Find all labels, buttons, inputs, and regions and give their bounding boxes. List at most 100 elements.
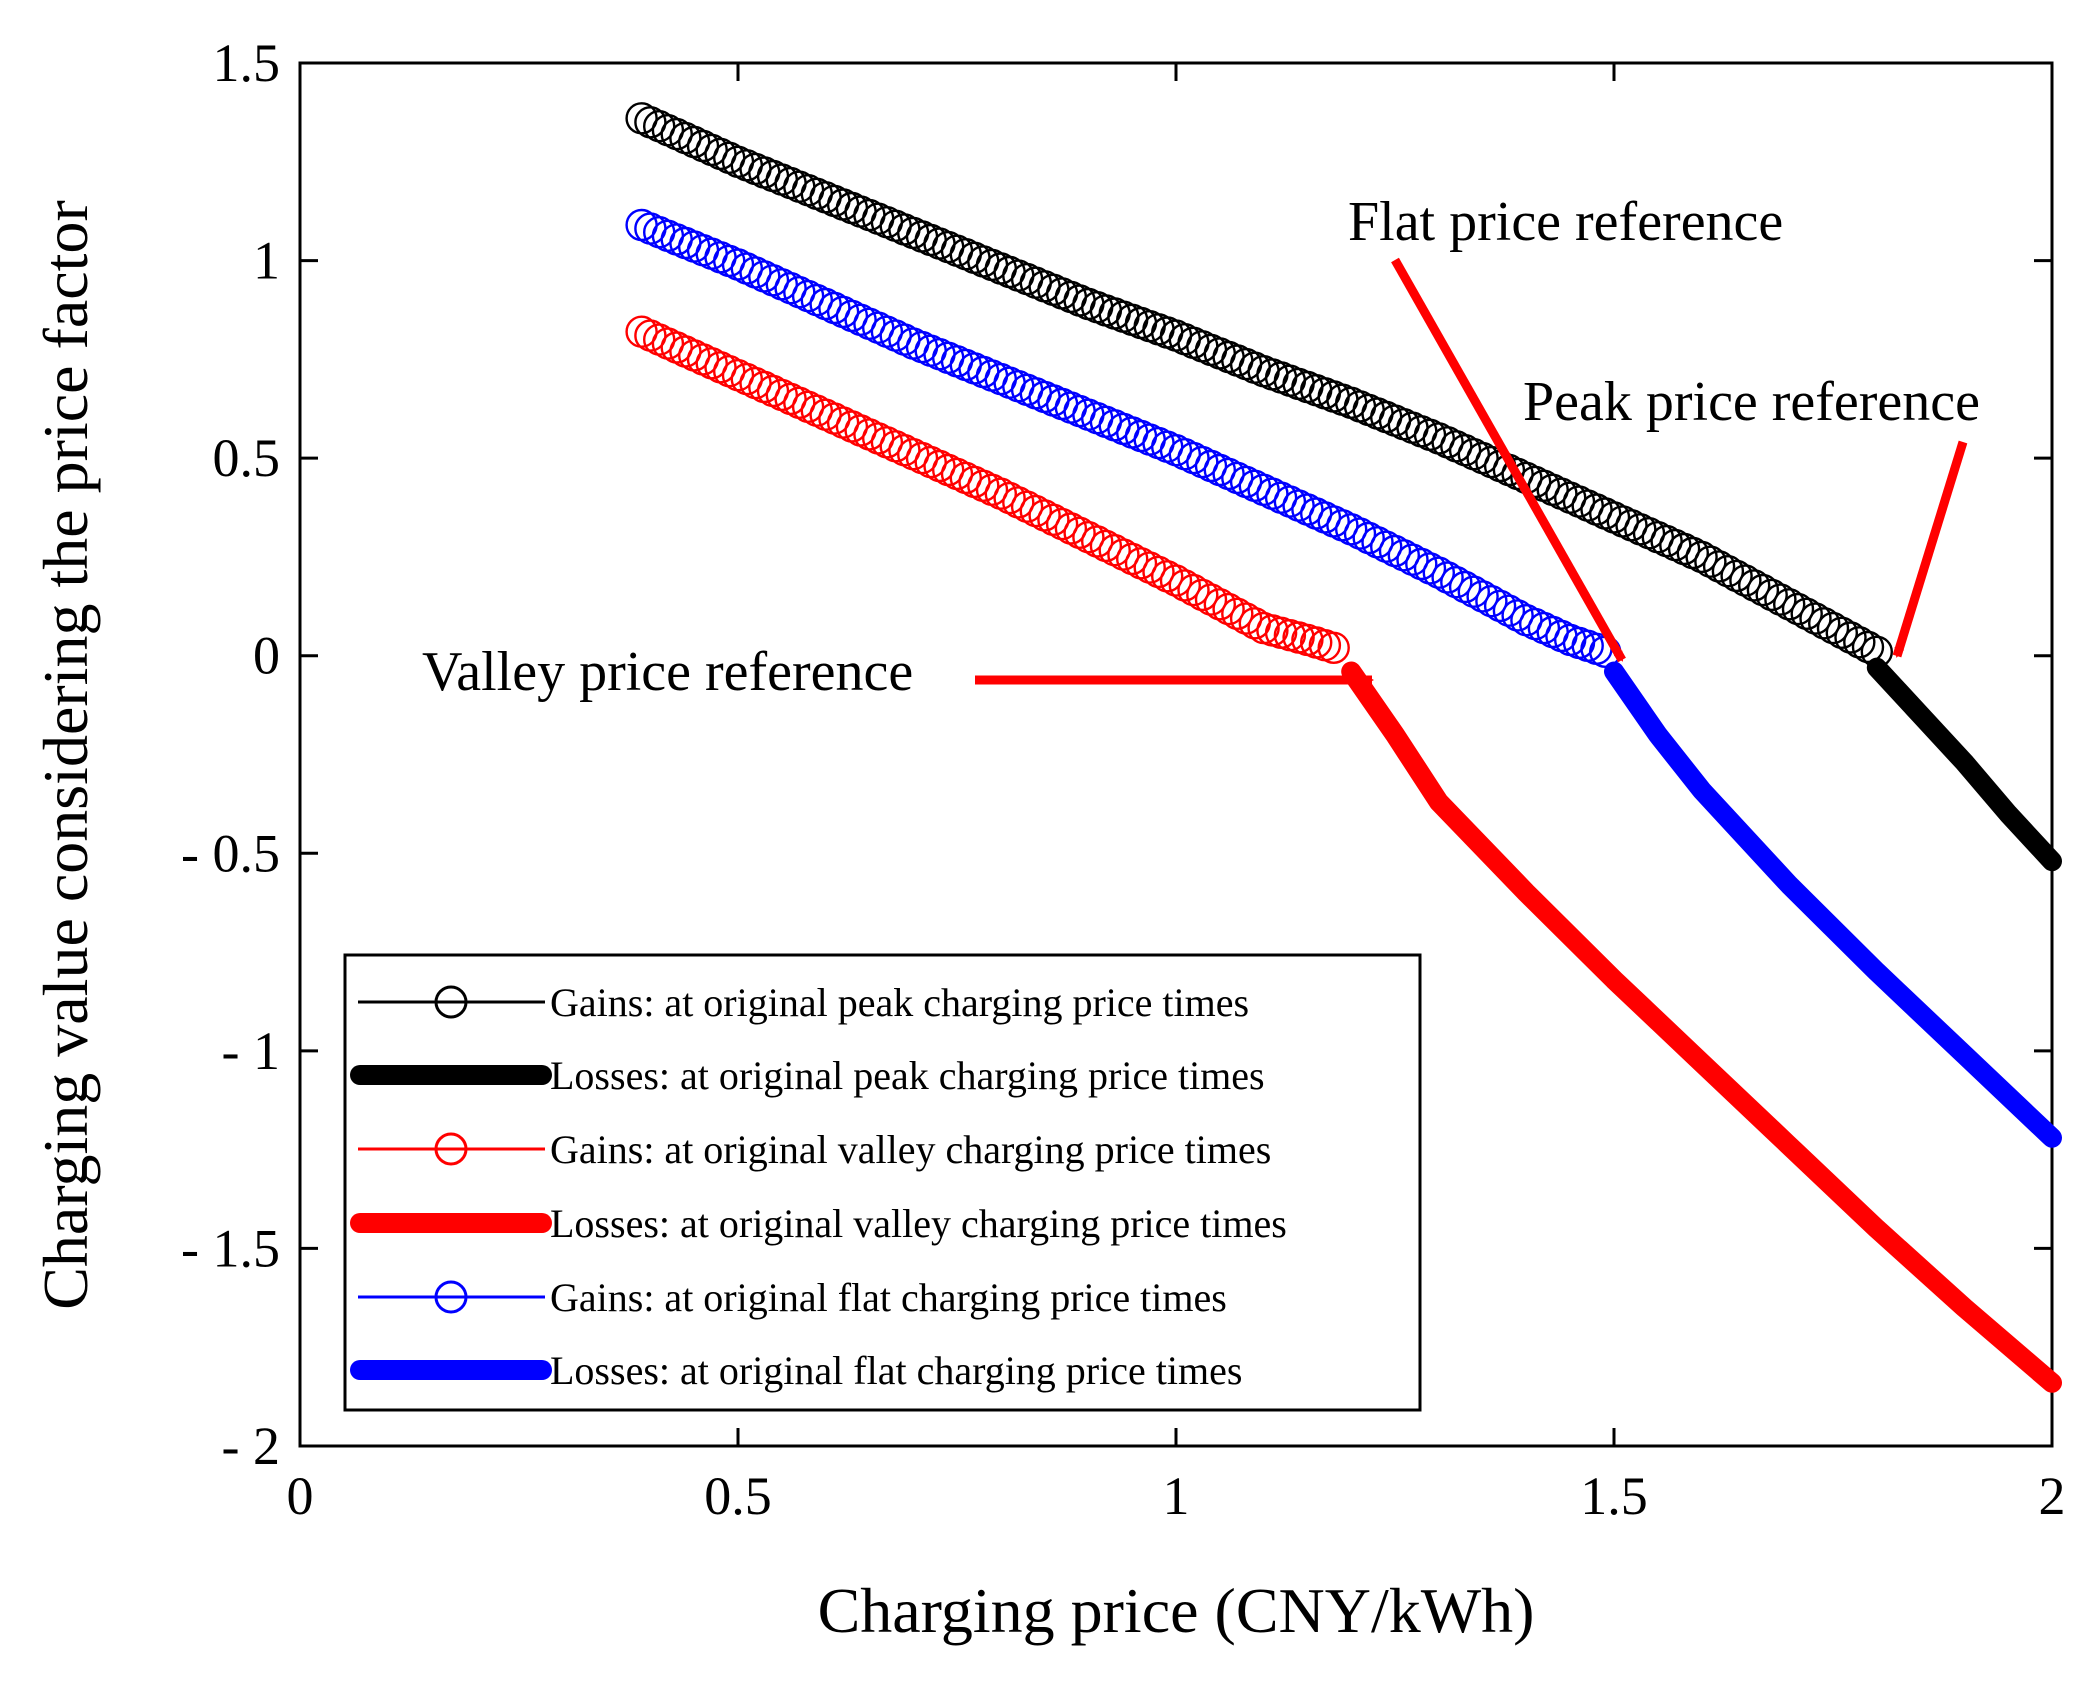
legend: Gains: at original peak charging price t…: [343, 953, 1422, 1412]
data-point: [1080, 525, 1114, 558]
series-1: [1866, 657, 2062, 872]
series-line: [1866, 657, 2062, 872]
data-point: [1159, 564, 1193, 597]
data-point: [1694, 545, 1727, 578]
data-point: [1063, 516, 1096, 549]
legend-item-peak-losses: Losses: at original peak charging price …: [350, 1053, 1265, 1098]
data-point: [1177, 573, 1210, 607]
x-tick-label: 0: [287, 1466, 314, 1526]
series-line: [1604, 661, 2062, 1148]
legend-label: Losses: at original valley charging pric…: [550, 1201, 1287, 1246]
data-point: [1124, 547, 1158, 580]
legend-swatch-circle-icon: [434, 985, 468, 1019]
data-point: [1851, 630, 1885, 664]
data-point: [1466, 580, 1499, 613]
y-tick-label: - 2: [222, 1416, 280, 1476]
data-point: [1843, 626, 1876, 659]
legend-item-valley-gains: Gains: at original valley charging price…: [358, 1127, 1271, 1172]
data-point: [1168, 569, 1202, 602]
series-4: [625, 208, 1622, 668]
data-point: [993, 481, 1026, 515]
axis-ticks: 0 0.5 1 1.5 2 1.5 1 0.5 0 - 0.5 - 1 - 1.5 - 2: [181, 33, 2065, 1526]
legend-swatch-circle-icon: [434, 1280, 468, 1314]
y-tick-label: - 0.5: [181, 823, 280, 883]
annotation-peak-arrow: [1892, 440, 1968, 658]
data-point: [1203, 588, 1237, 621]
series-3: [1341, 661, 2062, 1393]
data-point: [1807, 607, 1841, 640]
data-point: [1790, 597, 1823, 630]
data-point: [1387, 539, 1421, 572]
data-point: [1317, 631, 1350, 664]
data-point: [1737, 569, 1771, 602]
legend-swatch-circle-icon: [434, 1132, 468, 1166]
data-point: [1755, 578, 1788, 612]
x-tick-label: 1.5: [1580, 1466, 1648, 1526]
y-tick-label: 1.5: [213, 33, 281, 93]
data-point: [1764, 583, 1797, 616]
legend-item-peak-gains: Gains: at original peak charging price t…: [358, 980, 1249, 1025]
data-point: [1834, 621, 1867, 654]
y-tick-label: 0: [253, 626, 280, 686]
x-tick-label: 0.5: [704, 1466, 772, 1526]
data-point: [1054, 512, 1088, 545]
series-line: [1341, 661, 2062, 1393]
legend-label: Gains: at original flat charging price t…: [550, 1275, 1227, 1320]
y-tick-label: - 1.5: [181, 1218, 280, 1278]
data-point: [1431, 561, 1464, 594]
data-point: [1492, 594, 1526, 627]
data-point: [1711, 555, 1745, 588]
data-point: [1501, 599, 1534, 632]
legend-box: [343, 953, 1422, 1412]
data-point: [1781, 592, 1815, 626]
annotation-flat-label: Flat price reference: [1348, 191, 1783, 253]
data-point: [1194, 583, 1228, 616]
legend-item-valley-losses: Losses: at original valley charging pric…: [350, 1201, 1287, 1246]
data-point: [1685, 540, 1718, 574]
data-point: [1720, 559, 1753, 593]
data-point: [1028, 499, 1061, 532]
series-layer: [625, 102, 2062, 1393]
data-point: [1816, 611, 1850, 645]
legend-label: Losses: at original peak charging price …: [550, 1053, 1265, 1098]
data-point: [1405, 547, 1438, 581]
data-point: [1825, 616, 1859, 649]
data-point: [1422, 556, 1456, 589]
y-tick-label: 1: [253, 231, 280, 291]
legend-label: Gains: at original valley charging price…: [550, 1127, 1271, 1172]
series-2: [625, 315, 1350, 664]
data-point: [1702, 550, 1736, 583]
data-point: [1229, 602, 1263, 635]
y-tick-label: 0.5: [213, 428, 281, 488]
data-point: [1343, 517, 1377, 550]
data-point: [1772, 588, 1806, 621]
x-tick-label: 2: [2039, 1466, 2066, 1526]
data-point: [1037, 503, 1070, 536]
data-point: [1142, 555, 1175, 589]
x-axis-title: Charging price (CNY/kWh): [818, 1575, 1535, 1646]
data-point: [1361, 526, 1394, 559]
data-point: [1475, 585, 1508, 618]
data-point: [1045, 507, 1079, 541]
series-5: [1604, 661, 2062, 1148]
legend-item-flat-gains: Gains: at original flat charging price t…: [358, 1275, 1227, 1320]
data-point: [1448, 570, 1482, 604]
annotation-flat-arrow: [1391, 257, 1626, 663]
legend-label: Losses: at original flat charging price …: [550, 1348, 1242, 1393]
legend-label: Gains: at original peak charging price t…: [550, 980, 1249, 1025]
data-point: [1440, 566, 1473, 599]
data-point: [1483, 589, 1517, 623]
data-point: [1457, 575, 1491, 608]
x-tick-label: 1: [1163, 1466, 1190, 1526]
data-point: [1729, 564, 1762, 597]
y-axis-title: Charging value considering the price fac…: [30, 200, 101, 1310]
annotation-peak-label: Peak price reference: [1523, 371, 1980, 433]
data-point: [1799, 602, 1832, 635]
legend-item-flat-losses: Losses: at original flat charging price …: [350, 1348, 1242, 1393]
data-point: [1010, 490, 1044, 523]
data-point: [1098, 534, 1131, 567]
data-point: [1221, 597, 1254, 630]
data-point: [1746, 573, 1780, 607]
annotation-valley-label: Valley price reference: [422, 641, 913, 703]
y-tick-label: - 1: [222, 1021, 280, 1081]
